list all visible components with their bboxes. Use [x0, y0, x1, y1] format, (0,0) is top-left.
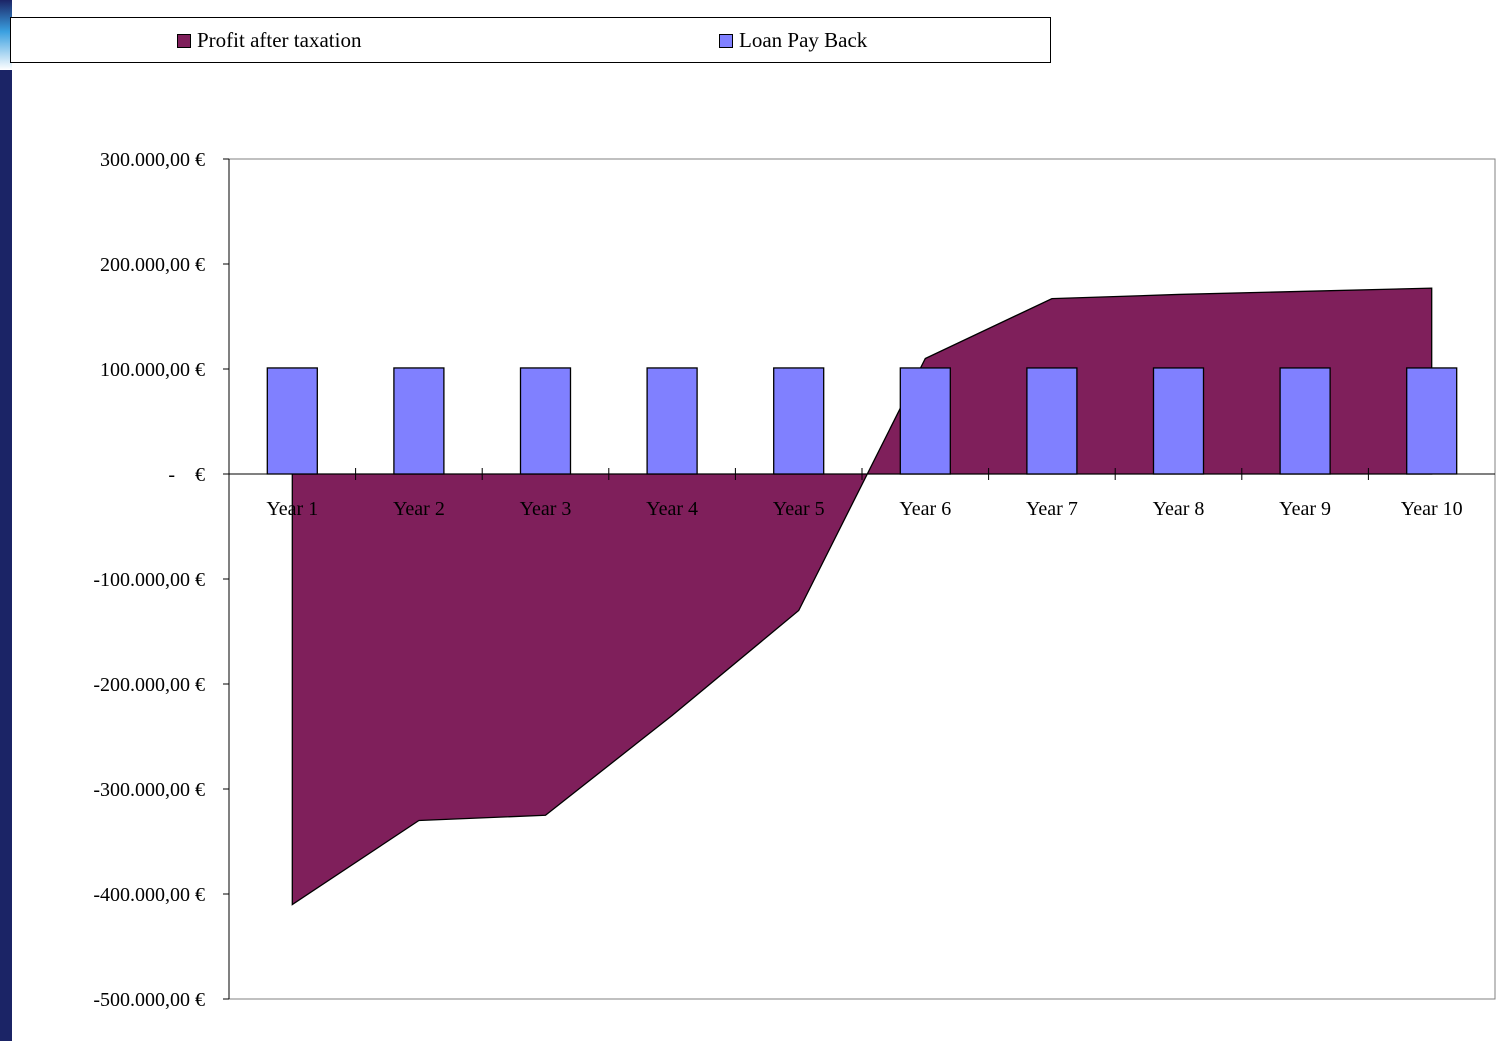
y-tick-label: -500.000,00 €	[93, 989, 205, 1011]
loan-bar	[899, 367, 951, 475]
loan-bar	[266, 367, 318, 475]
loan-bar	[773, 367, 825, 475]
x-tick-label: Year 10	[1401, 498, 1463, 520]
profit-area-layer	[291, 287, 1433, 906]
axis-layer	[223, 158, 1495, 1000]
x-tick-label: Year 3	[520, 498, 572, 520]
y-tick-labels: 300.000,00 € 200.000,00 € 100.000,00 € - € -…	[93, 149, 205, 1011]
x-tick-labels: Year 1 Year 2 Year 3 Year 4 Year 5 Year 6 Year…	[266, 498, 1462, 520]
y-tick-label: - €	[168, 464, 205, 486]
y-tick-label: -300.000,00 €	[93, 779, 205, 801]
x-tick-label: Year 1	[266, 498, 318, 520]
loan-bar	[393, 367, 445, 475]
x-tick-label: Year 4	[646, 498, 698, 520]
loan-bars-layer	[266, 367, 1458, 475]
y-tick-label: -100.000,00 €	[93, 569, 205, 591]
profit-area	[291, 287, 1433, 906]
x-tick-label: Year 6	[899, 498, 951, 520]
y-tick-label: 200.000,00 €	[100, 254, 205, 276]
legend-item-profit: Profit after taxation	[177, 28, 361, 53]
loan-bar	[1152, 367, 1205, 475]
y-tick-label: 300.000,00 €	[100, 149, 205, 171]
loan-bar	[1406, 367, 1458, 475]
loan-bar	[1026, 367, 1078, 475]
y-tick-label: -400.000,00 €	[93, 884, 205, 906]
legend-item-loan: Loan Pay Back	[719, 28, 867, 53]
loan-bar	[519, 367, 572, 475]
y-tick-label: -200.000,00 €	[93, 674, 205, 696]
x-tick-label: Year 5	[773, 498, 825, 520]
legend-label-loan: Loan Pay Back	[739, 28, 868, 52]
loan-bar	[1279, 367, 1331, 475]
loan-bar	[646, 367, 698, 475]
legend-label-profit: Profit after taxation	[197, 28, 362, 52]
x-tick-label: Year 9	[1279, 498, 1331, 520]
x-tick-label: Year 8	[1153, 498, 1205, 520]
legend-swatch-loan	[719, 33, 733, 48]
legend-swatch-profit	[177, 33, 191, 48]
chart-legend: Profit after taxation Loan Pay Back	[10, 17, 1051, 63]
x-tick-label: Year 7	[1026, 498, 1078, 520]
x-tick-label: Year 2	[393, 498, 445, 520]
left-edge-strip	[0, 0, 12, 1041]
left-edge-gradient	[0, 0, 12, 70]
y-tick-label: 100.000,00 €	[100, 359, 205, 381]
